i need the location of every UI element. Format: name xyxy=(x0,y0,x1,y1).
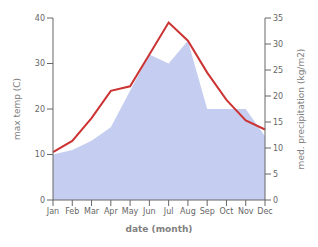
svg-text:Oct: Oct xyxy=(220,207,234,216)
svg-text:40: 40 xyxy=(35,14,45,23)
svg-text:Apr: Apr xyxy=(104,207,119,216)
svg-text:20: 20 xyxy=(273,92,283,101)
svg-text:20: 20 xyxy=(35,105,45,114)
svg-text:Mar: Mar xyxy=(84,207,100,216)
svg-text:35: 35 xyxy=(273,14,283,23)
svg-text:0: 0 xyxy=(273,196,278,205)
svg-text:Dec: Dec xyxy=(257,207,272,216)
svg-text:30: 30 xyxy=(35,59,45,68)
svg-text:30: 30 xyxy=(273,40,283,49)
svg-text:15: 15 xyxy=(273,118,283,127)
svg-text:Jul: Jul xyxy=(163,207,174,216)
svg-text:Jan: Jan xyxy=(46,207,59,216)
svg-text:10: 10 xyxy=(273,144,283,153)
svg-text:May: May xyxy=(122,207,139,216)
svg-text:25: 25 xyxy=(273,66,283,75)
svg-text:5: 5 xyxy=(273,170,278,179)
svg-text:Nov: Nov xyxy=(238,207,254,216)
svg-text:date (month): date (month) xyxy=(126,224,193,234)
svg-text:Sep: Sep xyxy=(200,207,215,216)
svg-text:0: 0 xyxy=(40,196,45,205)
svg-text:Jun: Jun xyxy=(142,207,156,216)
svg-text:max temp (C): max temp (C) xyxy=(12,78,22,140)
svg-text:10: 10 xyxy=(35,150,45,159)
svg-text:med. precipitation (kg/m2): med. precipitation (kg/m2) xyxy=(296,49,306,170)
svg-text:Feb: Feb xyxy=(65,207,79,216)
svg-text:Aug: Aug xyxy=(180,207,196,216)
